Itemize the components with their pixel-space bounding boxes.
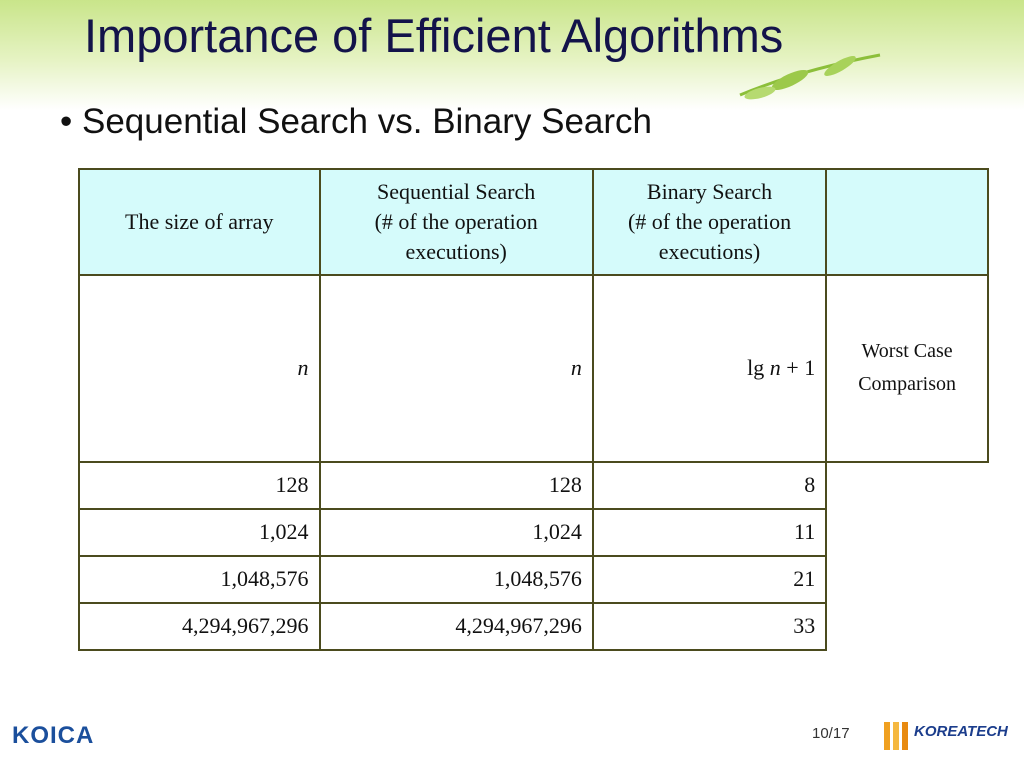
header-cell: Sequential Search (# of the operation exec…: [318, 168, 594, 276]
leaf-decoration: [739, 53, 881, 100]
line: (# of the operation: [374, 209, 538, 234]
line: (# of the operation: [627, 209, 792, 234]
cell: 128: [78, 460, 321, 510]
row: 1,024 1,024 11: [78, 507, 988, 557]
line: executions): [405, 239, 507, 264]
cell: 11: [591, 507, 828, 557]
row: 4,294,967,296 4,294,967,296 33: [78, 601, 988, 652]
cell: 8: [591, 460, 828, 510]
header-cell: Binary Search (# of the operation executio…: [591, 168, 828, 276]
table: The size of array Sequential Search (# of…: [78, 168, 989, 652]
row: 1,048,576 1,048,576 21: [78, 554, 988, 604]
text: n: [570, 355, 582, 381]
line: Binary Search: [646, 179, 773, 204]
header-cell: The size of array: [78, 168, 321, 276]
cell: 4,294,967,296: [78, 601, 321, 652]
cell: 1,024: [78, 507, 321, 557]
line: executions): [658, 239, 761, 264]
bullet-text: Sequential Search vs. Binary Search: [81, 102, 653, 141]
cell: 1,048,576: [318, 554, 594, 604]
text: n: [769, 355, 781, 381]
row: n n lg n + 1 Worst Case Comparison: [78, 274, 989, 463]
cell: 4,294,967,296: [318, 601, 594, 652]
cell: 128: [318, 460, 594, 510]
note-cell: Worst Case Comparison: [825, 274, 989, 463]
text: n: [297, 355, 309, 381]
cell: 1,048,576: [78, 554, 321, 604]
cell: 33: [591, 601, 828, 652]
bullet: • Sequential Search vs. Binary Search: [60, 102, 653, 141]
line: The size of array: [125, 209, 274, 234]
cell: n: [78, 274, 321, 463]
row: 128 128 8: [78, 460, 988, 510]
right-logo: KOREATECH: [914, 723, 1008, 740]
header-cell: [825, 168, 989, 276]
left-logo: KOICA: [12, 722, 95, 749]
text: + 1: [780, 355, 816, 381]
cell: 21: [591, 554, 828, 604]
title: Importance of Efficient Algorithms: [84, 9, 784, 62]
banner: [0, 0, 1024, 110]
right-logo-icon: [884, 722, 908, 750]
cell: n: [318, 274, 594, 463]
line: Sequential Search: [377, 179, 536, 204]
header-row: The size of array Sequential Search (# of…: [78, 168, 989, 276]
page-number: 10/17: [812, 725, 850, 742]
cell: lg n + 1: [591, 274, 828, 463]
text: lg: [747, 355, 770, 381]
line: Worst Case: [861, 340, 953, 363]
line: Comparison: [858, 373, 956, 396]
cell: 1,024: [318, 507, 594, 557]
